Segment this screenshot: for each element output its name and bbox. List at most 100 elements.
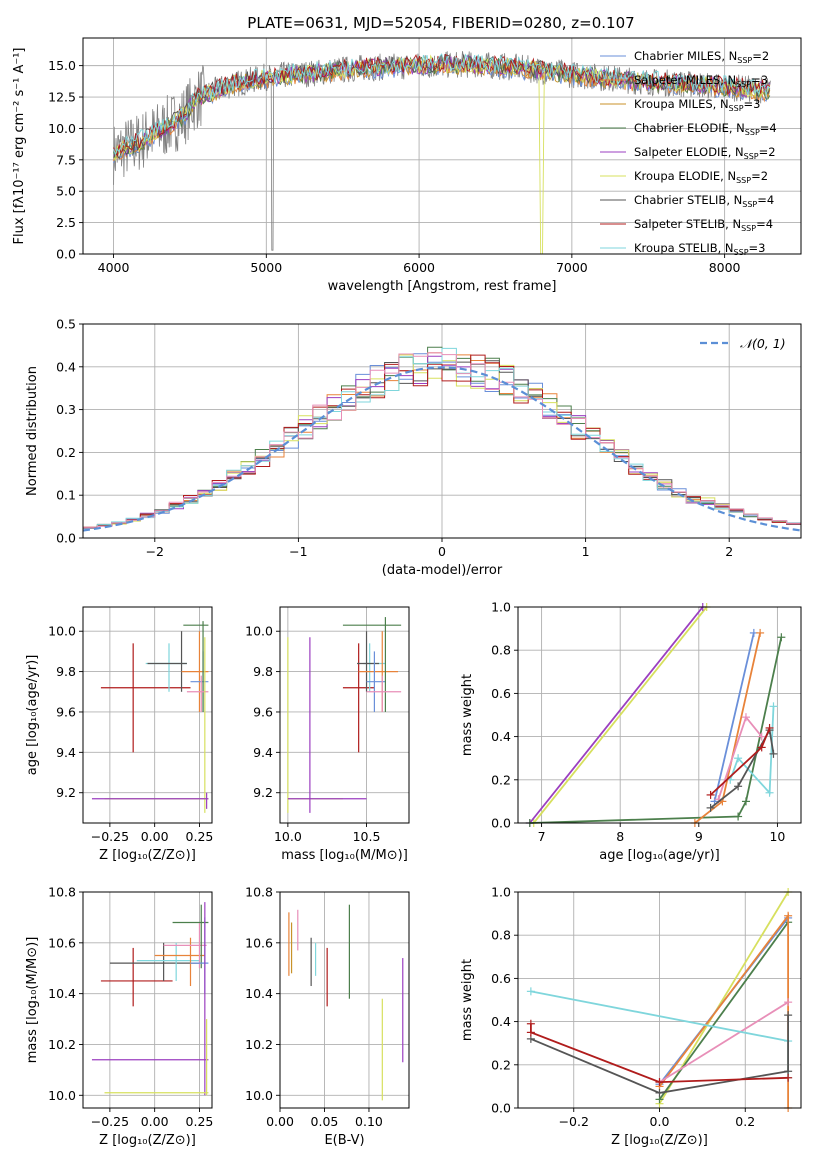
residuals-tick-label-y: 0.5 [56, 317, 76, 332]
weight-vs-age-tick-label-y: 1.0 [491, 600, 511, 615]
mass-vs-Z-tick-label-x: 0.00 [141, 1114, 169, 1129]
residuals-tick-label-x: −2 [146, 544, 164, 559]
age-vs-mass-plot-area [280, 607, 409, 823]
weight-vs-age-xlabel: age [log₁₀(age/yr)] [599, 848, 720, 863]
mass-vs-EBV-tick-label-x: 0.05 [311, 1114, 339, 1129]
age-vs-mass-frame [279, 606, 410, 824]
mass-vs-Z-tick-label-y: 10.8 [48, 885, 76, 900]
mass-vs-EBV-tick-label-x: 0.10 [355, 1114, 383, 1129]
weight-vs-age-line-kroupa_elodie [532, 606, 708, 824]
weight-vs-Z-tick-label-y: 0.0 [491, 1101, 511, 1116]
residuals-tick-label-y: 0.4 [56, 359, 76, 374]
spectrum-tick-label-y: 2.5 [56, 215, 76, 230]
mass-vs-EBV-frame [279, 891, 410, 1109]
spectrum-tick-label-x: 8000 [709, 260, 741, 275]
legend-entry-chabrier_miles: Chabrier MILES, NSSP=2 [634, 49, 769, 65]
spectrum-tick-label-x: 6000 [403, 260, 435, 275]
weight-vs-age-tick-label-y: 0.2 [491, 772, 511, 787]
spectrum-tick-label-y: 0.0 [56, 247, 76, 262]
mass-vs-Z-tick-label-y: 10.0 [48, 1088, 76, 1103]
residuals-tick-label-x: 2 [725, 544, 733, 559]
spectrum-tick-label-x: 5000 [250, 260, 282, 275]
model-spectrum-salpeter_stelib [113, 53, 771, 157]
mass-vs-Z-ylabel: mass [log₁₀(M/M⊙)] [25, 937, 40, 1064]
spectrum-tick-label-x: 7000 [556, 260, 588, 275]
spectrum-plot-area [83, 38, 801, 254]
weight-vs-Z-ylabel: mass weight [460, 959, 475, 1041]
age-vs-Z-tick-label-y: 9.2 [56, 785, 76, 800]
weight-vs-age-tick-label-x: 7 [538, 829, 546, 844]
weight-vs-age-tick-label-x: 8 [616, 829, 624, 844]
mass-vs-EBV-tick-label-y: 10.6 [245, 935, 273, 950]
weight-vs-Z-tick-label-x: 0.2 [735, 1114, 755, 1129]
axes [79, 37, 802, 1112]
weight-vs-age-tick-label-y: 0.6 [491, 686, 511, 701]
age-vs-Z-tick-label-y: 9.4 [56, 745, 76, 760]
weight-vs-Z-tick-label-x: 0.0 [650, 1114, 670, 1129]
mass-vs-Z-plot-area [83, 892, 212, 1108]
mass-vs-Z-frame [82, 891, 213, 1109]
mass-vs-Z-tick-label-x: −0.25 [91, 1114, 129, 1129]
weight-vs-age-tick-label-y: 0.4 [491, 729, 511, 744]
weight-vs-Z-tick-label-y: 1.0 [491, 885, 511, 900]
age-vs-Z-frame [82, 606, 213, 824]
weight-vs-Z-frame [517, 891, 802, 1109]
mass-vs-EBV-tick-label-y: 10.8 [245, 885, 273, 900]
weight-vs-Z-line-chabrier_stelib [530, 1015, 789, 1094]
legend-entry-chabrier_elodie: Chabrier ELODIE, NSSP=4 [634, 121, 777, 137]
weight-vs-Z-tick-label-y: 0.2 [491, 1057, 511, 1072]
age-vs-mass-tick-label-x: 10.5 [353, 829, 381, 844]
residuals-tick-label-y: 0.1 [56, 488, 76, 503]
legend-entry-kroupa_miles: Kroupa MILES, NSSP=3 [634, 97, 760, 113]
age-vs-mass-xlabel: mass [log₁₀(M/M⊙)] [281, 848, 408, 863]
age-vs-Z-tick-label-y: 9.8 [56, 664, 76, 679]
spectrum-tick-label-y: 5.0 [56, 184, 76, 199]
gaussian-curve [82, 366, 802, 532]
age-vs-Z-xlabel: Z [log₁₀(Z/Z⊙)] [99, 848, 196, 863]
spectrum-tick-label-y: 7.5 [56, 152, 76, 167]
legend-entry-salpeter_elodie: Salpeter ELODIE, NSSP=2 [634, 145, 776, 161]
residuals-tick-label-x: 1 [582, 544, 590, 559]
legend-entry-salpeter_stelib: Salpeter STELIB, NSSP=4 [634, 217, 773, 233]
spectrum-xlabel: wavelength [Angstrom, rest frame] [328, 279, 557, 294]
residuals-tick-label-x: 0 [438, 544, 446, 559]
spectrum-tick-label-x: 4000 [98, 260, 130, 275]
weight-vs-Z-tick-label-y: 0.6 [491, 971, 511, 986]
spectrum-tick-label-y: 10.0 [48, 121, 76, 136]
age-vs-mass-tick-label-x: 10.0 [274, 829, 302, 844]
mass-vs-EBV-xlabel: E(B-V) [324, 1133, 364, 1148]
mass-vs-EBV-tick-label-y: 10.0 [245, 1088, 273, 1103]
residuals-tick-label-y: 0.2 [56, 445, 76, 460]
weight-vs-age-tick-label-x: 9 [695, 829, 703, 844]
weight-vs-age-tick-label-y: 0.0 [491, 816, 511, 831]
mass-vs-EBV-tick-label-y: 10.2 [245, 1037, 273, 1052]
mass-vs-EBV-tick-label-x: 0.00 [266, 1114, 294, 1129]
age-vs-Z-tick-label-x: 0.25 [186, 829, 214, 844]
residuals-frame [82, 323, 802, 539]
mass-vs-Z-xlabel: Z [log₁₀(Z/Z⊙)] [99, 1133, 196, 1148]
age-vs-mass-tick-label-y: 9.6 [253, 704, 273, 719]
model-spectrum-kroupa_stelib [113, 53, 771, 156]
age-vs-Z-plot-area [83, 607, 212, 823]
mass-vs-Z-tick-label-y: 10.6 [48, 935, 76, 950]
legend-entry-kroupa_stelib: Kroupa STELIB, NSSP=3 [634, 241, 765, 257]
weight-vs-Z-tick-label-y: 0.8 [491, 928, 511, 943]
legend-entry-salpeter_miles: Salpeter MILES, NSSP=3 [634, 73, 768, 89]
weight-vs-Z-tick-label-y: 0.4 [491, 1014, 511, 1029]
weight-vs-age-tick-label-x: 10 [769, 829, 785, 844]
residuals-xlabel: (data-model)/error [382, 563, 503, 578]
age-vs-mass-tick-label-y: 10.0 [245, 624, 273, 639]
data-marks [82, 51, 802, 1112]
residuals-tick-label-y: 0.3 [56, 402, 76, 417]
weight-vs-age-line-chabrier_stelib [710, 727, 775, 809]
residuals-tick-label-y: 0.0 [56, 531, 76, 546]
spectrum-tick-label-y: 12.5 [48, 90, 76, 105]
spectrum-ylabel: Flux [fλ10⁻¹⁷ erg cm⁻² s⁻¹ A⁻¹] [12, 48, 27, 245]
age-vs-mass-tick-label-y: 9.8 [253, 664, 273, 679]
weight-vs-Z-tick-label-x: −0.2 [559, 1114, 589, 1129]
spectrum-tick-label-y: 15.0 [48, 58, 76, 73]
weight-vs-age-ylabel: mass weight [460, 674, 475, 756]
mass-vs-Z-tick-label-x: 0.25 [186, 1114, 214, 1129]
weight-vs-age-line-chabrier_miles [713, 632, 755, 802]
age-vs-Z-tick-label-y: 10.0 [48, 624, 76, 639]
